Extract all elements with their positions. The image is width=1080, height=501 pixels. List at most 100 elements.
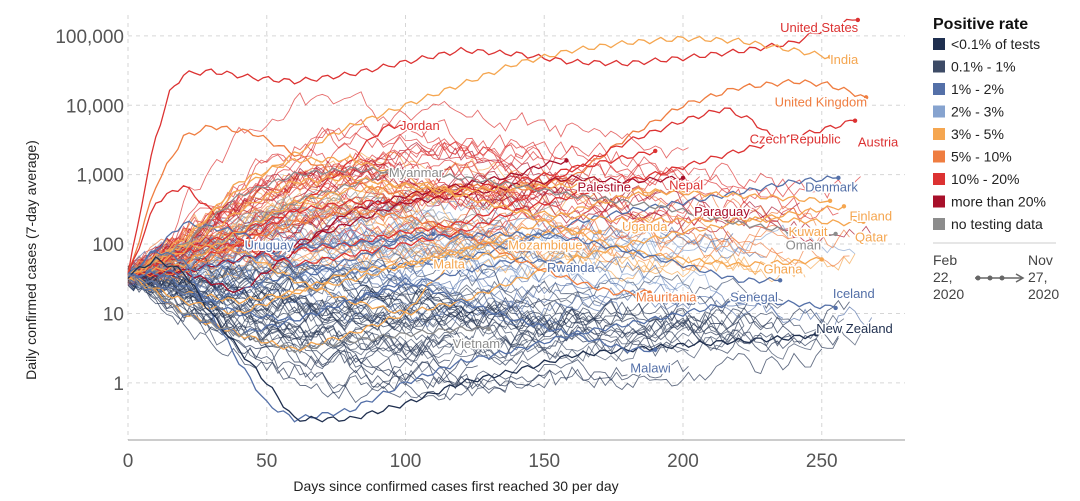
country-line [127,274,462,327]
series-line-iceland [127,250,836,423]
country-line [127,140,734,275]
country-line [127,260,623,317]
y-axis-ticks: 1 10 100 1,000 10,000 100,000 [55,27,124,395]
series-end-dot [861,219,866,224]
country-label-india: India [830,52,859,67]
series-line-malawi [127,273,656,354]
legend-item-label: 10% - 20% [951,171,1019,187]
country-line [127,169,417,272]
series-line-uruguay [127,231,434,303]
time-range-end-line1: Nov [1028,252,1053,268]
series-line-india [127,35,831,279]
series-end-dot [694,187,700,193]
legend-swatch [933,150,945,163]
series-line-oman [127,166,836,279]
country-label-mauritania: Mauritania [636,289,697,304]
country-label-mozambique: Mozambique [508,238,582,253]
country-line [127,276,478,400]
country-line [127,174,462,276]
series-end-dot [836,175,841,181]
country-line [127,278,551,404]
series-end-dot [653,148,658,154]
time-range-dot-start [975,275,981,281]
series-end-dot [680,175,686,181]
series-end-dot [827,198,833,204]
country-labels: United States India United Kingdom Jordan My… [243,18,901,377]
legend-swatch [933,128,945,140]
x-tick-label: 50 [256,451,277,472]
y-tick-label: 1 [113,374,124,395]
country-label-nepal: Nepal [669,177,703,192]
legend-swatch [933,60,945,73]
x-tick-label: 200 [667,451,699,472]
time-range-end-line3: 2020 [1028,286,1059,302]
series-end-dot [855,17,861,23]
country-label-new-zealand: New Zealand [816,321,893,336]
series-end-dot [777,278,783,283]
country-line [127,272,750,352]
labeled-country-lines [127,17,869,423]
time-range-indicator: Feb 22, 2020 Nov 27, 2020 [933,252,1059,302]
x-tick-label: 100 [390,451,422,472]
legend-swatch [933,105,945,118]
country-line [127,136,701,267]
series-line-uganda [127,187,698,305]
legend-swatch [933,195,945,208]
series-end-dot [769,134,774,140]
series-line-nepal [127,150,656,279]
country-line [127,260,528,311]
x-tick-label: 0 [123,451,134,472]
time-range-dot [999,275,1005,281]
time-range-arrow-icon [1015,273,1025,283]
legend-item-label: 0.1% - 1% [951,59,1016,75]
country-label-myanmar: Myanmar [389,165,444,180]
series-end-dot [486,326,491,332]
country-line [127,271,567,336]
y-tick-label: 1,000 [76,166,124,187]
series-line-czech-republic [127,107,773,275]
country-line [127,270,839,354]
country-label-finland: Finland [850,208,893,223]
country-line [127,138,545,286]
x-tick-label: 250 [806,451,838,472]
country-line [127,267,861,363]
country-label-austria: Austria [858,135,899,150]
country-label-rwanda: Rwanda [547,260,595,275]
country-line [127,272,745,343]
series-line-paraguay [127,174,684,278]
series-line-ghana [127,182,823,279]
y-tick-label: 100 [92,235,124,256]
country-line [127,282,739,334]
series-line-mauritania [128,208,651,297]
country-line [127,275,545,377]
country-line [127,261,695,311]
country-label-paraguay: Paraguay [694,204,750,219]
country-label-uganda: Uganda [622,219,668,234]
country-label-uruguay: Uruguay [245,238,295,253]
legend-swatch [933,218,945,230]
country-label-vietnam: Vietnam [453,336,500,351]
country-line [127,279,412,341]
series-end-dot [653,347,658,352]
series-end-dot [647,290,652,295]
country-line [127,125,584,283]
country-label-iceland: Iceland [833,286,875,301]
country-line [127,256,600,305]
country-line [127,222,734,285]
legend-item-label: 5% - 10% [951,149,1012,165]
series-line-united-kingdom [127,78,867,274]
series-line-kuwait [127,175,831,277]
country-label-qatar: Qatar [855,229,888,244]
series-line-myanmar [127,169,420,277]
series-end-dot [597,229,602,235]
legend-item-label: more than 20% [951,194,1046,210]
legend-item-label: 1% - 2% [951,81,1004,97]
country-label-jordan: Jordan [400,118,440,133]
country-label-czech-republic: Czech Republic [750,132,842,147]
country-label-denmark: Denmark [805,180,858,195]
legend-title: Positive rate [933,16,1028,33]
country-label-united-kingdom: United Kingdom [775,94,868,109]
y-tick-label: 100,000 [55,27,124,48]
time-range-start-line1: Feb [933,252,957,268]
